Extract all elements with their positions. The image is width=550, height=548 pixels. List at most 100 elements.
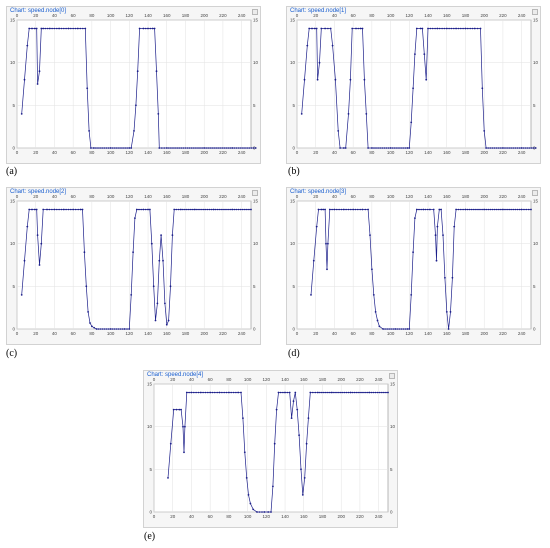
sample-marker [343,391,346,394]
sample-marker [530,147,533,149]
sample-marker [500,147,502,149]
data-point [301,494,304,496]
sample-marker [211,147,213,149]
chart-menu-icon[interactable] [532,9,538,15]
data-point [40,27,43,30]
data-point [310,294,312,296]
data-point [132,251,134,254]
sample-marker [246,147,248,149]
sample-marker [44,27,47,30]
chart-menu-icon[interactable] [532,190,538,196]
x-tick-label-top: 20 [170,377,176,382]
x-tick-label-top: 100 [107,194,115,199]
x-tick-label-bottom: 100 [244,514,252,519]
sample-marker [227,147,230,149]
data-point [254,147,257,149]
data-point [183,451,185,454]
data-point [485,147,487,149]
sample-marker [385,147,388,149]
sample-marker [144,208,147,211]
sample-marker [385,391,387,394]
data-point [173,208,176,211]
sample-marker [506,208,508,211]
sample-marker [114,147,116,149]
x-tick-label-bottom: 180 [462,331,470,336]
data-point [473,27,476,30]
sample-marker [205,147,207,149]
y-tick-label-left: 0 [292,146,295,151]
sample-marker [487,208,490,211]
sample-marker [345,208,347,211]
x-tick-label-top: 160 [443,194,451,199]
sample-marker [48,208,51,211]
data-point [87,311,89,313]
sample-marker [510,208,512,211]
x-tick-label-bottom: 40 [52,150,58,155]
sample-marker [210,208,213,211]
sample-marker [434,27,436,30]
data-point [329,27,332,30]
sample-marker [241,208,244,211]
data-point [136,70,139,73]
chart-panel-node-3: Chart: speed.node[3] 0 0 20 20 40 40 60 60 80 80 1… [286,187,541,345]
data-point [483,208,486,211]
sample-marker [481,208,483,211]
chart-menu-icon[interactable] [389,373,395,379]
data-point [365,113,368,115]
data-point [151,27,154,30]
sample-marker [460,208,462,211]
sample-marker [512,147,515,149]
x-tick-label-bottom: 40 [332,331,338,336]
data-point [76,27,79,30]
sample-marker [376,391,379,394]
sample-marker [201,147,203,149]
data-point [438,208,441,211]
sample-marker [197,391,200,394]
sample-marker [186,208,188,211]
y-tick-label-left: 5 [12,103,15,108]
data-point [86,87,89,90]
caption-a: (a) [6,166,18,177]
data-point [423,53,426,55]
data-point [315,225,318,228]
data-point [169,442,172,445]
data-point [184,425,186,428]
sample-marker [170,147,172,149]
sample-marker [398,328,401,330]
data-point [369,234,371,236]
sample-marker [396,328,399,330]
sample-marker [223,147,226,149]
x-tick-label-bottom: 140 [144,331,152,336]
sample-marker [353,391,356,394]
sample-marker [526,147,529,149]
data-point [35,27,38,30]
x-tick-label-bottom: 200 [480,150,488,155]
y-tick-label-right: 15 [533,199,539,204]
data-point [134,217,136,219]
sample-marker [357,27,360,30]
sample-marker [200,208,202,211]
x-tick-label-bottom: 20 [33,150,39,155]
y-tick-label-right: 15 [253,18,259,23]
sample-marker [462,208,464,211]
data-point [165,323,168,326]
chart-menu-icon[interactable] [252,190,258,196]
x-tick-label-bottom: 160 [163,150,171,155]
sample-marker [358,391,360,394]
sample-marker [105,328,108,330]
data-point [434,234,437,236]
data-point [33,208,36,211]
chart-menu-icon[interactable] [252,9,258,15]
x-tick-label-top: 180 [319,377,327,382]
x-tick-label-top: 40 [332,13,338,18]
x-tick-label-top: 20 [313,194,319,199]
sample-marker [372,391,375,394]
y-tick-label-left: 0 [12,146,15,151]
plot-area [153,383,389,513]
sample-marker [327,391,329,394]
data-point [178,408,181,411]
sample-marker [457,27,460,30]
x-tick-label-bottom: 60 [351,331,357,336]
data-point [199,391,202,394]
x-tick-label-top: 140 [144,13,152,18]
